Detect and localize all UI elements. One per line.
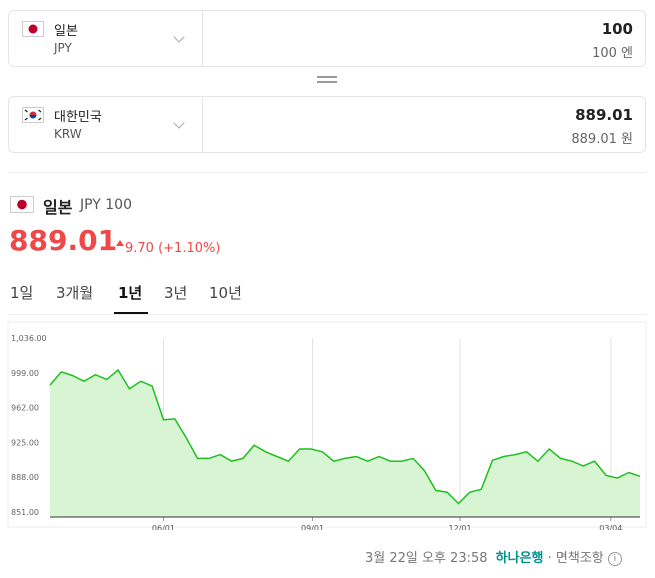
currency-code: KRW xyxy=(54,127,82,141)
period-tab[interactable]: 3개월 xyxy=(56,284,94,302)
y-tick-label: 1,036.00 xyxy=(11,334,47,343)
change-pct: (+1.10%) xyxy=(158,241,221,256)
change-value: 9.70 xyxy=(125,241,154,256)
dropdown-icon[interactable] xyxy=(173,31,185,43)
rate: 889.01 xyxy=(9,224,118,257)
y-tick-label: 962.00 xyxy=(11,404,39,413)
flag-kr xyxy=(22,107,44,123)
period-tab[interactable]: 1년 xyxy=(118,284,143,302)
change: 9.70 (+1.10%) xyxy=(125,241,220,256)
amount-text: 100 엔 xyxy=(592,42,633,61)
currency-code: JPY xyxy=(54,41,72,55)
equals-icon xyxy=(317,76,337,78)
flag-jp xyxy=(22,21,44,37)
amount[interactable]: 889.01 xyxy=(575,106,633,124)
x-tick-label: 12/01 xyxy=(449,524,472,530)
period-tab[interactable]: 3년 xyxy=(164,284,188,302)
divider xyxy=(8,172,646,173)
y-tick-label: 888.00 xyxy=(11,473,39,482)
line xyxy=(49,368,641,505)
period-tab[interactable]: 10년 xyxy=(209,284,242,302)
up-icon xyxy=(116,240,124,246)
chart: 851.00 888.00 925.00 962.00 999.00 1,036.00 06… xyxy=(7,321,647,530)
area xyxy=(50,370,640,517)
amount[interactable]: 100 xyxy=(601,20,633,38)
unit: 엔 xyxy=(621,46,633,61)
amount: 100 xyxy=(592,46,617,61)
country: 일본 xyxy=(54,24,78,39)
y-tick-label: 851.00 xyxy=(11,508,39,517)
unit: 원 xyxy=(621,132,633,147)
provider[interactable]: 하나은행 xyxy=(495,551,544,566)
tab-divider xyxy=(8,314,646,315)
info-icon[interactable]: i xyxy=(607,551,622,566)
period-tab[interactable]: 1일 xyxy=(10,284,34,302)
y-tick-label: 999.00 xyxy=(11,369,39,378)
plot-frame xyxy=(7,321,647,528)
disclaimer[interactable]: 면책조항 xyxy=(555,551,604,566)
y-tick-label: 925.00 xyxy=(11,438,39,447)
amount: 889.01 xyxy=(571,132,617,147)
summary-unit: JPY 100 xyxy=(80,197,132,213)
flag-jp xyxy=(10,196,34,213)
tab-underline xyxy=(114,312,148,314)
dropdown-icon[interactable] xyxy=(173,117,185,129)
x-tick-label: 06/01 xyxy=(152,524,175,530)
country: 대한민국 xyxy=(54,110,102,125)
footer: 3월 22일 오후 23:58 하나은행 · 면책조항 i xyxy=(365,547,622,566)
x-tick-label: 09/01 xyxy=(301,524,324,530)
summary-country: 일본 xyxy=(43,198,73,217)
converter-to[interactable]: 대한민국 KRW 889.01 889.01 원 xyxy=(8,96,646,153)
x-tick-label: 03/04 xyxy=(599,524,622,530)
timestamp: 3월 22일 오후 23:58 xyxy=(365,551,488,566)
amount-text: 889.01 원 xyxy=(571,128,633,147)
converter-from[interactable]: 일본 JPY 100 100 엔 xyxy=(8,10,646,67)
